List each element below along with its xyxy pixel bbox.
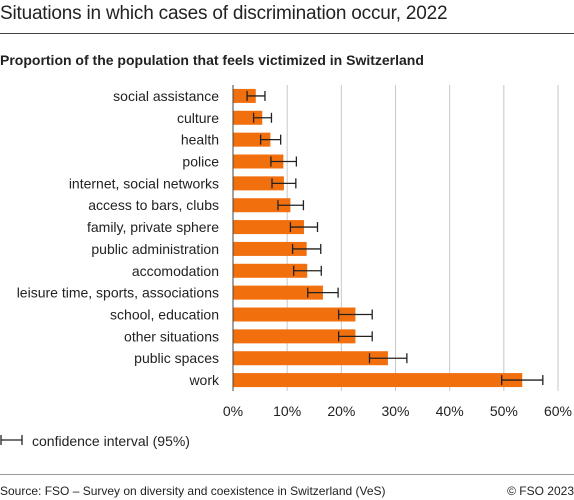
error-bar bbox=[277, 200, 305, 211]
category-label: other situations bbox=[124, 328, 219, 344]
category-label: work bbox=[188, 372, 220, 388]
error-bar bbox=[501, 375, 544, 386]
category-label: public spaces bbox=[134, 350, 219, 366]
error-bar bbox=[271, 178, 297, 189]
bar bbox=[233, 373, 523, 388]
category-label: public administration bbox=[91, 241, 219, 257]
x-tick-label: 30% bbox=[381, 403, 409, 419]
x-tick-label: 50% bbox=[490, 403, 518, 419]
bar bbox=[233, 351, 388, 366]
chart-subtitle: Proportion of the population that feels … bbox=[0, 52, 424, 68]
legend-label: confidence interval (95%) bbox=[32, 433, 190, 449]
chart-title: Situations in which cases of discriminat… bbox=[0, 3, 448, 24]
error-bar bbox=[289, 222, 319, 233]
x-tick-label: 60% bbox=[544, 403, 572, 419]
category-label: leisure time, sports, associations bbox=[17, 285, 219, 301]
bar bbox=[233, 241, 307, 256]
title-divider bbox=[0, 33, 574, 34]
category-label: accomodation bbox=[132, 263, 219, 279]
confidence-interval-icon bbox=[0, 435, 23, 445]
error-bar bbox=[259, 134, 282, 145]
bar bbox=[233, 285, 323, 300]
footer-divider bbox=[0, 474, 574, 475]
error-bar bbox=[252, 112, 273, 123]
error-bar bbox=[307, 287, 339, 298]
x-tick-label: 0% bbox=[223, 403, 243, 419]
copyright-note: © FSO 2023 bbox=[507, 484, 574, 498]
x-tick-label: 40% bbox=[436, 403, 464, 419]
category-label: family, private sphere bbox=[87, 219, 219, 235]
category-label: school, education bbox=[110, 307, 219, 323]
bar bbox=[233, 88, 256, 103]
error-bar bbox=[246, 90, 266, 101]
source-note: Source: FSO – Survey on diversity and co… bbox=[0, 484, 386, 498]
bar bbox=[233, 263, 308, 278]
category-label: police bbox=[182, 154, 219, 170]
error-bar bbox=[337, 331, 373, 342]
error-bar bbox=[368, 353, 408, 364]
bar bbox=[233, 198, 291, 213]
bar bbox=[233, 220, 304, 235]
x-tick-label: 20% bbox=[327, 403, 355, 419]
bar bbox=[233, 307, 356, 322]
x-tick-label: 10% bbox=[273, 403, 301, 419]
bar bbox=[233, 176, 284, 191]
category-label: access to bars, clubs bbox=[88, 197, 219, 213]
category-label: culture bbox=[177, 110, 219, 126]
category-label: health bbox=[181, 132, 219, 148]
category-label: social assistance bbox=[113, 88, 219, 104]
bar-chart: social assistance culture health police inte… bbox=[17, 85, 572, 419]
category-label: internet, social networks bbox=[69, 175, 219, 191]
error-bar bbox=[337, 309, 373, 320]
bar bbox=[233, 329, 356, 344]
bar bbox=[233, 110, 263, 125]
error-bar bbox=[293, 265, 322, 276]
error-bar bbox=[291, 243, 322, 254]
error-bar bbox=[270, 156, 298, 167]
